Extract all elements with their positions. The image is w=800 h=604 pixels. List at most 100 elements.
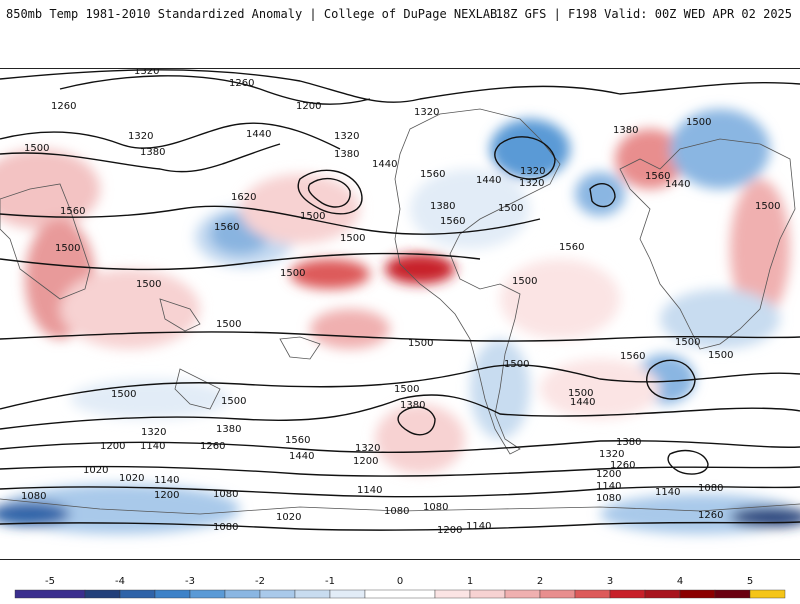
colorbar-tick-label: 0 [397,576,403,587]
contour-label: 1020 [83,465,108,476]
contour-label-layer: 1320 1260 1260 1200 1320 1440 1500 1380 … [21,69,780,536]
contour-label: 1320 [334,131,359,142]
contour-label: 1380 [140,147,165,158]
colorbar-segment [364,589,436,599]
contour-label: 1500 [340,233,365,244]
contour-label: 1500 [675,337,700,348]
contour-label: 1260 [698,510,723,521]
colorbar-segment [434,589,471,599]
contour-label: 1080 [21,491,46,502]
contour-label: 1500 [504,359,529,370]
contour-label: 1320 [520,166,545,177]
colorbar-segment [644,589,681,599]
colorbar-segment [224,589,261,599]
contour-label: 1080 [384,506,409,517]
contour-label: 1200 [596,469,621,480]
contour-label: 1140 [357,485,382,496]
contour-label: 1080 [596,493,621,504]
contour-label: 1380 [613,125,638,136]
colorbar-segment [154,589,191,599]
colorbar-segment [84,589,121,599]
contour-label: 1500 [136,279,161,290]
contour-label: 1080 [423,502,448,513]
header: 850mb Temp 1981-2010 Standardized Anomal… [0,0,800,30]
contour-label: 1140 [655,487,680,498]
contour-label: 1560 [214,222,239,233]
colorbar-tick-label: -2 [255,576,265,587]
contour-label: 1020 [276,512,301,523]
colorbar-tick-label: 1 [467,576,473,587]
colorbar-segment [609,589,646,599]
contour-label: 1500 [221,396,246,407]
contour-label: 1500 [755,201,780,212]
colorbar-tick-label: 4 [677,576,683,587]
colorbar-segment [574,589,611,599]
colorbar-segment [539,589,576,599]
contour-label: 1260 [51,101,76,112]
colorbar-segment [189,589,226,599]
colorbar-tick-label: 5 [747,576,753,587]
contour-label: 1440 [476,175,501,186]
contour-label: 1500 [55,243,80,254]
contour-label: 1200 [353,456,378,467]
anomaly-shading [0,109,800,534]
colorbar-segment [294,589,331,599]
contour-label: 1500 [568,388,593,399]
contour-label: 1140 [596,481,621,492]
colorbar-segment [749,589,786,599]
colorbar-tick-label: -5 [45,576,55,587]
contour-label: 1560 [645,171,670,182]
map-title: 850mb Temp 1981-2010 Standardized Anomal… [6,7,498,21]
contour-label: 1320 [599,449,624,460]
contour-label: 1320 [128,131,153,142]
contour-label: 1500 [512,276,537,287]
colorbar: -5 -4 -3 -2 -1 0 1 2 3 4 5 [0,570,800,600]
contour-label: 1200 [154,490,179,501]
contour-label: 1020 [119,473,144,484]
colorbar-tick-label: -3 [185,576,195,587]
colorbar-segment [259,589,296,599]
contour-label: 1380 [430,201,455,212]
contour-label: 1500 [708,350,733,361]
colorbar-tick-label: 3 [607,576,613,587]
map-panel: 1320 1260 1260 1200 1320 1440 1500 1380 … [0,68,800,560]
colorbar-tick-label: 2 [537,576,543,587]
contour-label: 1500 [111,389,136,400]
contour-label: 1440 [289,451,314,462]
contour-label: 1320 [355,443,380,454]
map-canvas: 1320 1260 1260 1200 1320 1440 1500 1380 … [0,69,800,536]
colorbar-segment [504,589,541,599]
contour-label: 1560 [440,216,465,227]
contour-label: 1380 [216,424,241,435]
contour-label: 1500 [24,143,49,154]
contour-label: 1500 [300,211,325,222]
contour-label: 1440 [246,129,271,140]
contour-label: 1440 [665,179,690,190]
contour-label: 1500 [280,268,305,279]
contour-label: 1380 [334,149,359,160]
contour-label: 1500 [686,117,711,128]
contour-label: 1320 [134,69,159,77]
contour-label: 1200 [437,525,462,536]
contour-label: 1080 [213,489,238,500]
contour-label: 1320 [141,427,166,438]
model-valid-time: 18Z GFS | F198 Valid: 00Z WED APR 02 202… [495,7,792,21]
contour-label: 1260 [200,441,225,452]
contour-label: 1440 [372,159,397,170]
contour-label: 1320 [519,178,544,189]
coastlines [0,108,800,515]
height-contours [0,69,800,531]
contour-label: 1560 [559,242,584,253]
colorbar-tick-label: -4 [115,576,125,587]
colorbar-segment [469,589,506,599]
contour-label: 1500 [394,384,419,395]
contour-label: 1380 [400,400,425,411]
contour-label: 1140 [140,441,165,452]
contour-label: 1560 [620,351,645,362]
contour-label: 1560 [285,435,310,446]
contour-label: 1200 [100,441,125,452]
colorbar-segment [714,589,751,599]
colorbar-segment [14,589,86,599]
contour-label: 1260 [229,78,254,89]
contour-label: 1320 [414,107,439,118]
